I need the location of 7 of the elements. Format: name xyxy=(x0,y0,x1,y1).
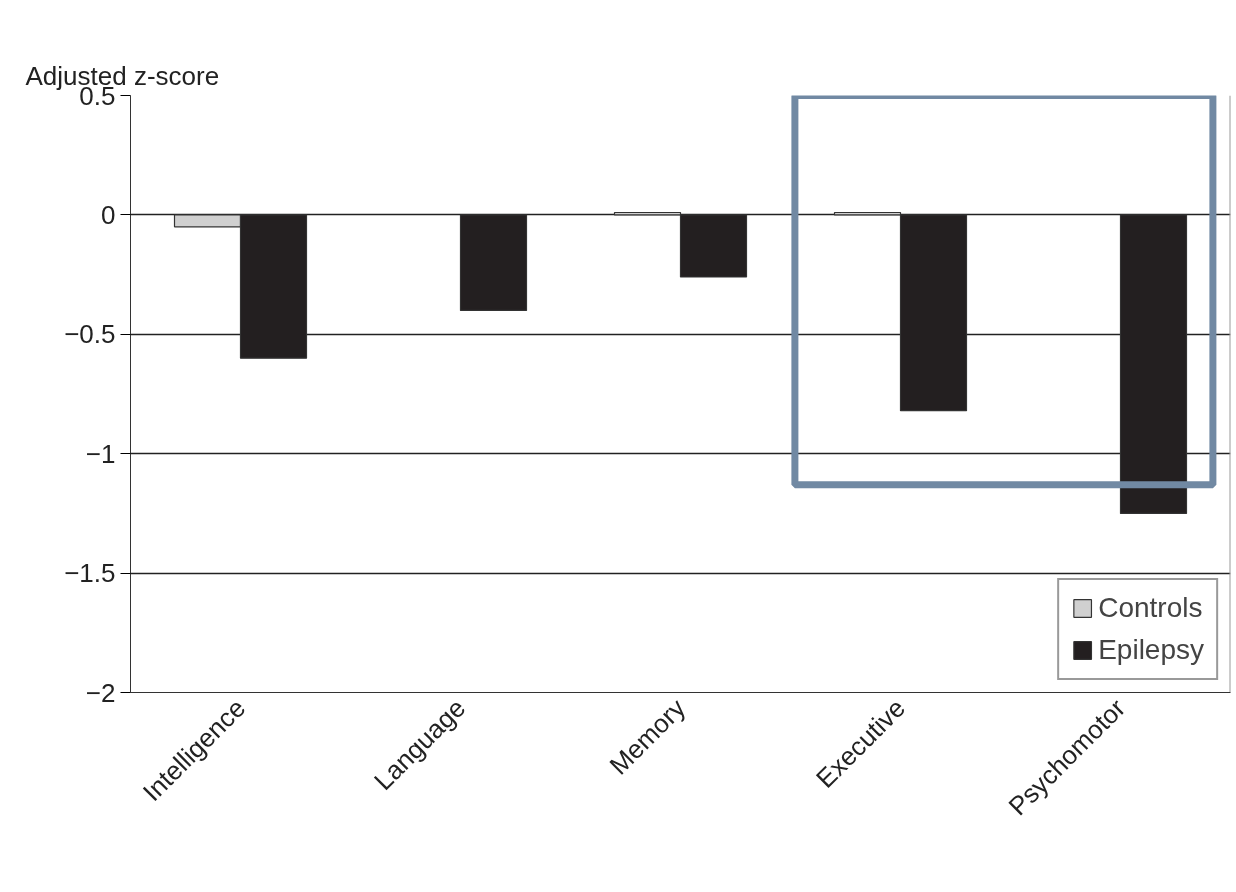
legend-label: Epilepsy xyxy=(1098,634,1204,666)
y-tick-label: −1 xyxy=(85,438,116,469)
y-tick-label: −1.5 xyxy=(64,558,116,589)
y-tick-label: −0.5 xyxy=(64,319,116,350)
legend-label: Controls xyxy=(1098,592,1203,624)
y-tick-label: 0 xyxy=(101,199,116,230)
y-tick-label: −2 xyxy=(85,677,116,708)
